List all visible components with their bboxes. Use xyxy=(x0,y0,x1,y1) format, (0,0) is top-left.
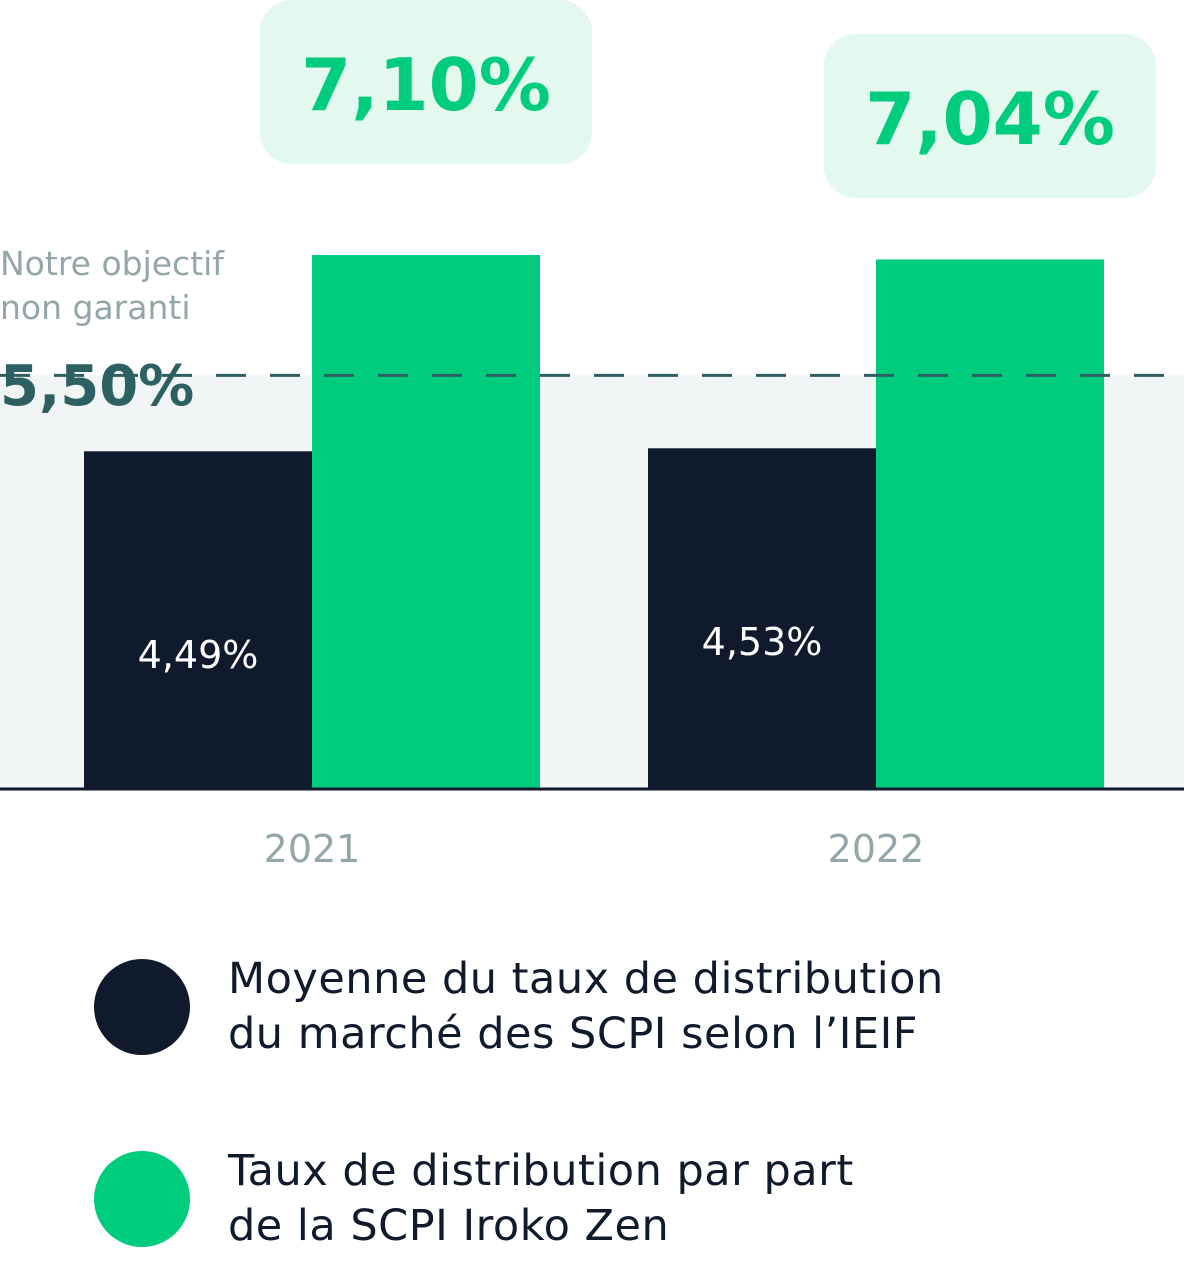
bar-iroko-2021 xyxy=(312,255,540,789)
legend-swatch-market xyxy=(94,959,190,1055)
value-badge-2022 xyxy=(824,34,1156,198)
bar-iroko-2022 xyxy=(876,259,1104,789)
bar-market-2021 xyxy=(84,451,312,789)
objective-caption: Notre objectif non garanti xyxy=(0,244,225,327)
value-badge-2021 xyxy=(260,0,592,164)
bar-chart: 2021 2022 4,49% 4,53% 7,10% 7,04% Notre object… xyxy=(0,0,1184,871)
x-tick-label-2021: 2021 xyxy=(264,827,361,871)
legend-label-iroko: Taux de distribution par part de la SCPI… xyxy=(228,1146,854,1251)
legend-swatch-iroko xyxy=(94,1151,190,1247)
data-label-iroko-2021: 7,10% xyxy=(301,43,551,127)
bar-market-2022 xyxy=(648,448,876,789)
legend-item-iroko: Taux de distribution par part de la SCPI… xyxy=(94,1144,854,1254)
data-label-iroko-2022: 7,04% xyxy=(865,77,1115,161)
x-tick-label-2022: 2022 xyxy=(828,827,925,871)
data-label-market-2021: 4,49% xyxy=(138,633,259,677)
legend-item-market: Moyenne du taux de distribution du march… xyxy=(94,952,944,1062)
objective-value: 5,50% xyxy=(0,354,194,419)
data-label-market-2022: 4,53% xyxy=(702,620,823,664)
legend-label-market: Moyenne du taux de distribution du march… xyxy=(228,954,944,1059)
